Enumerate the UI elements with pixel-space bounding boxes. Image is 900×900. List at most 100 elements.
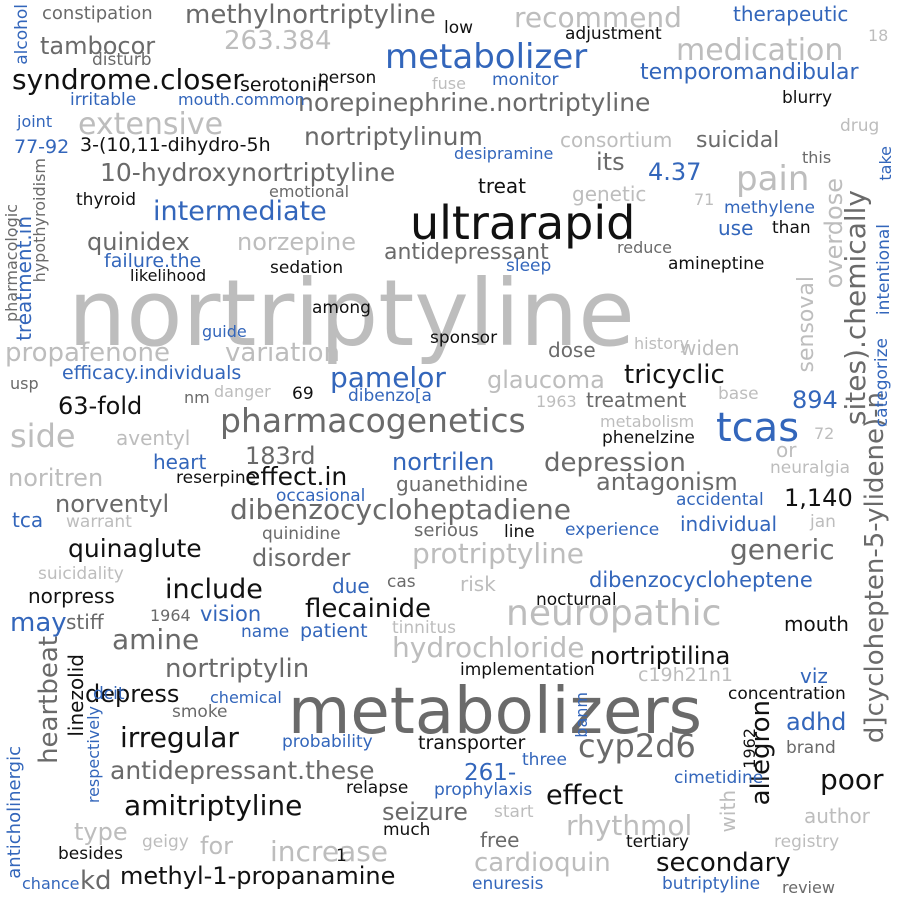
word-nortriptilina: nortriptilina [590, 642, 731, 670]
word-thyroid: thyroid [76, 190, 137, 210]
word-63-fold: 63-fold [58, 392, 143, 420]
word-183rd: 183rd [245, 442, 316, 470]
word-irregular: irregular [120, 721, 239, 754]
word-individual: individual [680, 512, 778, 536]
word-failure-the: failure.the [104, 250, 202, 272]
word-poor: poor [820, 763, 884, 796]
word-base: base [718, 384, 759, 404]
word-dibenzocycloheptene: dibenzocycloheptene [589, 568, 813, 592]
word-variation: variation [225, 338, 340, 368]
word-registry: registry [774, 832, 840, 852]
word-desipramine: desipramine [454, 144, 554, 163]
word-respectively: respectively [84, 706, 103, 804]
word-efficacy-individuals: efficacy.individuals [62, 362, 242, 384]
word-prophylaxis: prophylaxis [434, 780, 533, 800]
word-overdose: overdose [820, 178, 848, 289]
word-cyp2d6: cyp2d6 [578, 727, 696, 765]
word-nortriptylinum: nortriptylinum [304, 122, 483, 151]
word-1: 1 [336, 846, 347, 866]
word-review: review [782, 878, 835, 897]
word-syndrome-closer: syndrome.closer [12, 63, 244, 96]
word-amitriptyline: amitriptyline [124, 789, 303, 822]
word-than: than [772, 218, 811, 238]
word-this: this [802, 148, 832, 167]
word-cardioquin: cardioquin [474, 848, 611, 878]
word-likelihood: likelihood [130, 266, 207, 285]
word-reduce: reduce [617, 238, 673, 257]
word-vision: vision [200, 602, 262, 626]
word-1964: 1964 [150, 606, 191, 625]
word-tcas: tcas [716, 405, 800, 451]
word-extensive: extensive [78, 107, 224, 142]
word-72: 72 [814, 424, 835, 443]
word-sensoval: sensoval [794, 276, 819, 373]
word-effect-in: effect.in [245, 462, 348, 491]
word-protriptyline: protriptyline [412, 537, 584, 570]
word-treat: treat [478, 174, 527, 198]
word-pamelor: pamelor [330, 361, 446, 394]
word-4-37: 4.37 [648, 158, 702, 186]
word-take: take [876, 146, 895, 181]
word-author: author [804, 804, 870, 828]
word-neuralgia: neuralgia [770, 458, 851, 478]
word-metabolizers: metabolizers [288, 675, 702, 749]
word-suicidality: suicidality [38, 564, 124, 584]
word-quinidine: quinidine [262, 524, 341, 544]
word-reserpine: reserpine [176, 468, 257, 488]
word-or: or [776, 438, 797, 462]
word-phenelzine: phenelzine [602, 428, 695, 448]
word-tinnitus: tinnitus [392, 618, 456, 638]
word-glaucoma: glaucoma [487, 366, 605, 394]
word-tca: tca [12, 508, 44, 532]
word-type: type [74, 818, 128, 846]
word-adhd: adhd [786, 708, 847, 736]
word-antidepressant-these: antidepressant.these [110, 756, 375, 785]
word-dibenzocycloheptadiene: dibenzocycloheptadiene [230, 493, 572, 526]
word-probability: probability [282, 732, 373, 752]
word-start: start [494, 802, 534, 822]
word-fuse: fuse [432, 74, 466, 93]
word-patient: patient [300, 620, 368, 642]
word-mouth-common: mouth.common [178, 90, 305, 109]
word-accidental: accidental [676, 490, 764, 510]
word-implementation: implementation [460, 660, 595, 680]
word-categorize: categorize [872, 338, 892, 428]
word-besides: besides [58, 844, 123, 864]
word-dcit: dcit [93, 684, 125, 704]
word-irritable: irritable [70, 90, 137, 110]
word-widen: widen [680, 336, 740, 360]
word-disturb: disturb [92, 50, 152, 70]
word-serious: serious [414, 520, 479, 541]
word-antagonism: antagonism [596, 468, 738, 496]
word-danger: danger [214, 382, 271, 401]
word-adjustment: adjustment [565, 24, 662, 44]
word-transporter: transporter [418, 732, 526, 754]
word-temporomandibular: temporomandibular [640, 60, 859, 85]
word-nortrilen: nortrilen [392, 448, 495, 476]
word-effect: effect [546, 780, 624, 811]
word-antidepressant: antidepressant [384, 240, 549, 265]
word-therapeutic: therapeutic [733, 2, 849, 26]
word-serotonin: serotonin [240, 74, 330, 96]
word-tertiary: tertiary [626, 832, 689, 852]
word-18: 18 [868, 26, 889, 45]
word-smoke: smoke [172, 702, 228, 722]
word-for: for [200, 832, 233, 860]
word-norzepine: norzepine [237, 228, 357, 256]
word-treatment: treatment [586, 388, 687, 412]
word-joint: joint [17, 112, 53, 131]
word-pharmacologic: pharmacologic [2, 204, 21, 323]
word-alcohol: alcohol [12, 4, 32, 65]
word-increase: increase [270, 835, 389, 868]
word-methyl-1-propanamine: methyl-1-propanamine [120, 862, 396, 890]
word-heartbeat: heartbeat [34, 636, 64, 764]
word-include: include [165, 574, 263, 605]
word-relapse: relapse [346, 778, 409, 798]
word-guide: guide [202, 322, 247, 341]
word-recommend: recommend [514, 1, 682, 34]
word-dose: dose [548, 338, 596, 362]
word-concentration: concentration [728, 684, 846, 704]
word-free: free [480, 828, 520, 852]
word-cas: cas [387, 572, 416, 592]
word-neuropathic: neuropathic [506, 593, 722, 634]
